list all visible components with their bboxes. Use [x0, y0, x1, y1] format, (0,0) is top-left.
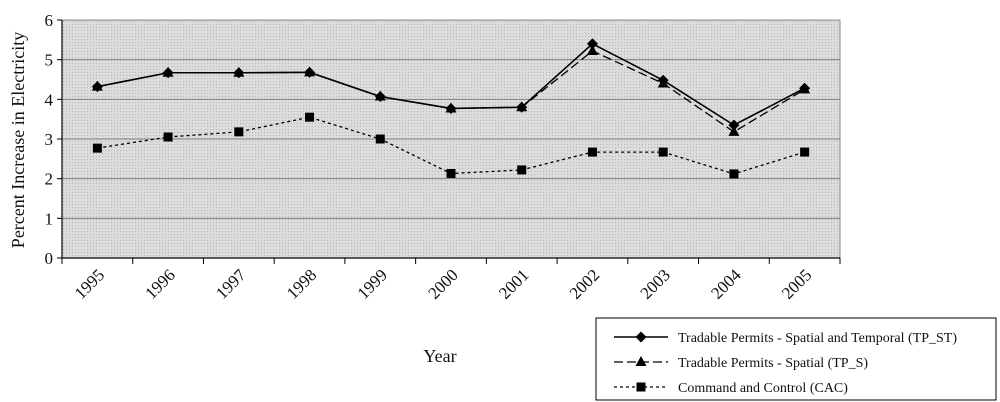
legend-marker-triangle: [635, 356, 647, 366]
data-point-diamond: [657, 74, 669, 86]
x-tick-label: 2003: [637, 265, 674, 302]
x-axis-title: Year: [423, 346, 456, 366]
data-point-square: [729, 169, 739, 179]
y-tick-label: 6: [45, 11, 54, 30]
series-diamond: [91, 38, 811, 131]
x-tick-label: 2000: [424, 265, 461, 302]
x-tick-label: 1998: [283, 265, 320, 302]
y-tick-label: 1: [45, 209, 54, 228]
data-point-triangle: [728, 125, 740, 136]
x-tick-label: 2004: [707, 265, 745, 303]
y-tick-label: 3: [45, 130, 54, 149]
data-point-square: [234, 127, 244, 137]
data-point-diamond: [91, 81, 103, 93]
y-axis-title: Percent Increase in Electricity: [8, 32, 28, 248]
data-point-square: [517, 165, 527, 175]
data-point-diamond: [445, 102, 457, 114]
x-tick-label: 2001: [495, 265, 532, 302]
data-point-square: [305, 112, 315, 122]
data-point-square: [800, 147, 810, 157]
data-point-square: [163, 132, 173, 142]
y-tick-labels: 0 1 2 3 4 5 6: [45, 11, 54, 268]
data-point-diamond: [799, 82, 811, 94]
data-point-diamond: [516, 101, 528, 113]
data-point-diamond: [728, 119, 740, 131]
data-point-square: [446, 169, 456, 179]
data-point-square: [375, 134, 385, 144]
data-point-diamond: [586, 38, 598, 50]
gridlines: [62, 59, 840, 219]
y-tick-label: 2: [45, 170, 54, 189]
legend-label: Tradable Permits - Spatial (TP_S): [678, 356, 868, 371]
data-point-diamond: [162, 67, 174, 79]
data-point-diamond: [304, 66, 316, 78]
legend-item: Command and Control (CAC): [614, 381, 848, 396]
data-point-square: [658, 147, 668, 157]
x-tick-label: 1995: [71, 265, 108, 302]
legend-item: Tradable Permits - Spatial and Temporal …: [614, 331, 957, 346]
axes: [57, 19, 841, 264]
legend-item: Tradable Permits - Spatial (TP_S): [614, 356, 868, 371]
y-tick-label: 5: [45, 51, 54, 70]
y-tick-label: 0: [45, 249, 54, 268]
data-point-triangle: [586, 44, 598, 55]
x-tick-label: 1997: [212, 265, 250, 303]
y-tick-label: 4: [45, 90, 54, 109]
legend: Tradable Permits - Spatial and Temporal …: [595, 317, 997, 401]
x-tick-label: 2002: [566, 265, 603, 302]
data-point-square: [587, 147, 597, 157]
series-group: [91, 38, 811, 179]
x-tick-label: 2005: [778, 265, 815, 302]
data-point-square: [92, 143, 102, 153]
legend-marker-diamond: [635, 331, 647, 343]
x-tick-label: 1996: [141, 265, 178, 302]
data-point-diamond: [374, 91, 386, 103]
x-tick-labels: 1995 1996 1997 1998 1999 2000 2001 2002 2003 2004…: [71, 265, 816, 303]
legend-marker-square: [636, 382, 646, 392]
data-point-diamond: [233, 67, 245, 79]
x-tick-label: 1999: [354, 265, 391, 302]
series-square: [92, 112, 810, 179]
legend-label: Command and Control (CAC): [678, 381, 848, 396]
legend-label: Tradable Permits - Spatial and Temporal …: [678, 331, 957, 346]
legend-box: [595, 317, 997, 401]
